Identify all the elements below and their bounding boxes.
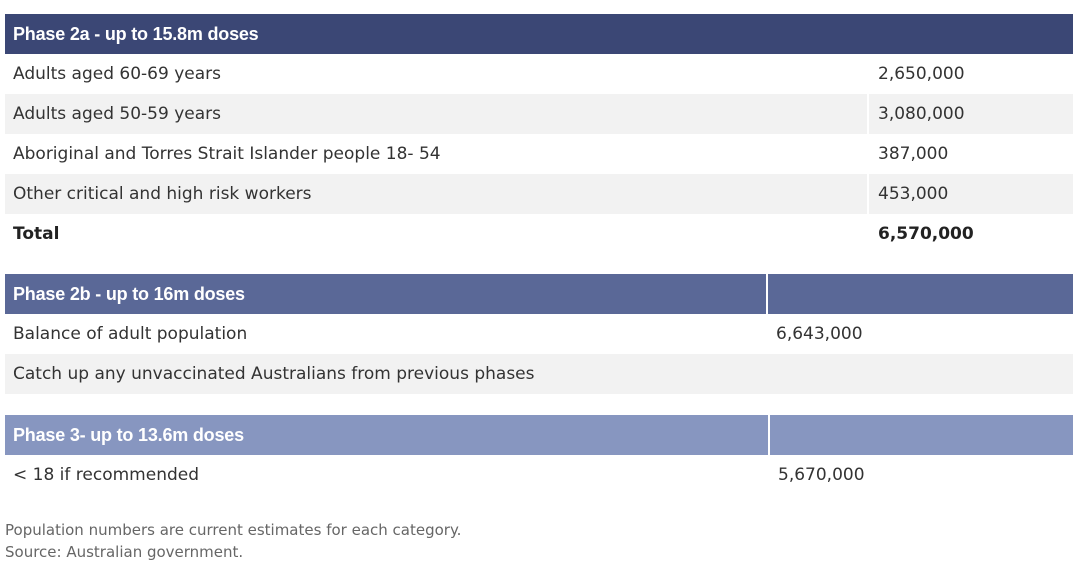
row-value: 6,643,000 xyxy=(766,314,1073,354)
phase-3-header: Phase 3- up to 13.6m doses xyxy=(5,415,1073,455)
phase-2a-header: Phase 2a - up to 15.8m doses xyxy=(5,14,1073,54)
phase-2a-header-value xyxy=(867,14,1073,54)
table-row: Balance of adult population 6,643,000 xyxy=(5,314,1073,354)
phase-2b-header-value xyxy=(766,274,1073,314)
row-label: < 18 if recommended xyxy=(13,465,200,485)
row-value: 3,080,000 xyxy=(867,94,1073,134)
row-label: Adults aged 50-59 years xyxy=(13,104,221,124)
table-row: Adults aged 60-69 years 2,650,000 xyxy=(5,54,1073,94)
footnote-estimates: Population numbers are current estimates… xyxy=(5,521,462,539)
row-label: Adults aged 60-69 years xyxy=(13,64,221,84)
total-row: Total 6,570,000 xyxy=(5,214,1073,254)
phase-2b-title: Phase 2b - up to 16m doses xyxy=(13,283,245,304)
phase-2a-title: Phase 2a - up to 15.8m doses xyxy=(13,23,259,44)
table-row: < 18 if recommended 5,670,000 xyxy=(5,455,1073,495)
row-value: 453,000 xyxy=(867,174,1073,214)
phase-3-header-value xyxy=(768,415,1073,455)
phase-3-table: Phase 3- up to 13.6m doses < 18 if recom… xyxy=(5,415,1073,495)
row-label: Balance of adult population xyxy=(13,324,248,344)
row-label: Catch up any unvaccinated Australians fr… xyxy=(13,364,535,384)
phase-2b-header: Phase 2b - up to 16m doses xyxy=(5,274,1073,314)
row-value: 5,670,000 xyxy=(768,455,1073,495)
total-label: Total xyxy=(13,224,60,244)
phase-2a-table: Phase 2a - up to 15.8m doses Adults aged… xyxy=(5,14,1073,254)
footnote-source: Source: Australian government. xyxy=(5,543,244,561)
row-value: 2,650,000 xyxy=(867,54,1073,94)
table-row: Other critical and high risk workers 453… xyxy=(5,174,1073,214)
phase-3-title: Phase 3- up to 13.6m doses xyxy=(13,424,244,445)
table-row: Catch up any unvaccinated Australians fr… xyxy=(5,354,1073,394)
table-row: Adults aged 50-59 years 3,080,000 xyxy=(5,94,1073,134)
row-label: Aboriginal and Torres Strait Islander pe… xyxy=(13,144,441,164)
row-value: 387,000 xyxy=(867,134,1073,174)
total-value: 6,570,000 xyxy=(867,214,1073,254)
table-row: Aboriginal and Torres Strait Islander pe… xyxy=(5,134,1073,174)
row-label: Other critical and high risk workers xyxy=(13,184,312,204)
phase-2b-table: Phase 2b - up to 16m doses Balance of ad… xyxy=(5,274,1073,394)
footnote: Population numbers are current estimates… xyxy=(5,519,461,563)
